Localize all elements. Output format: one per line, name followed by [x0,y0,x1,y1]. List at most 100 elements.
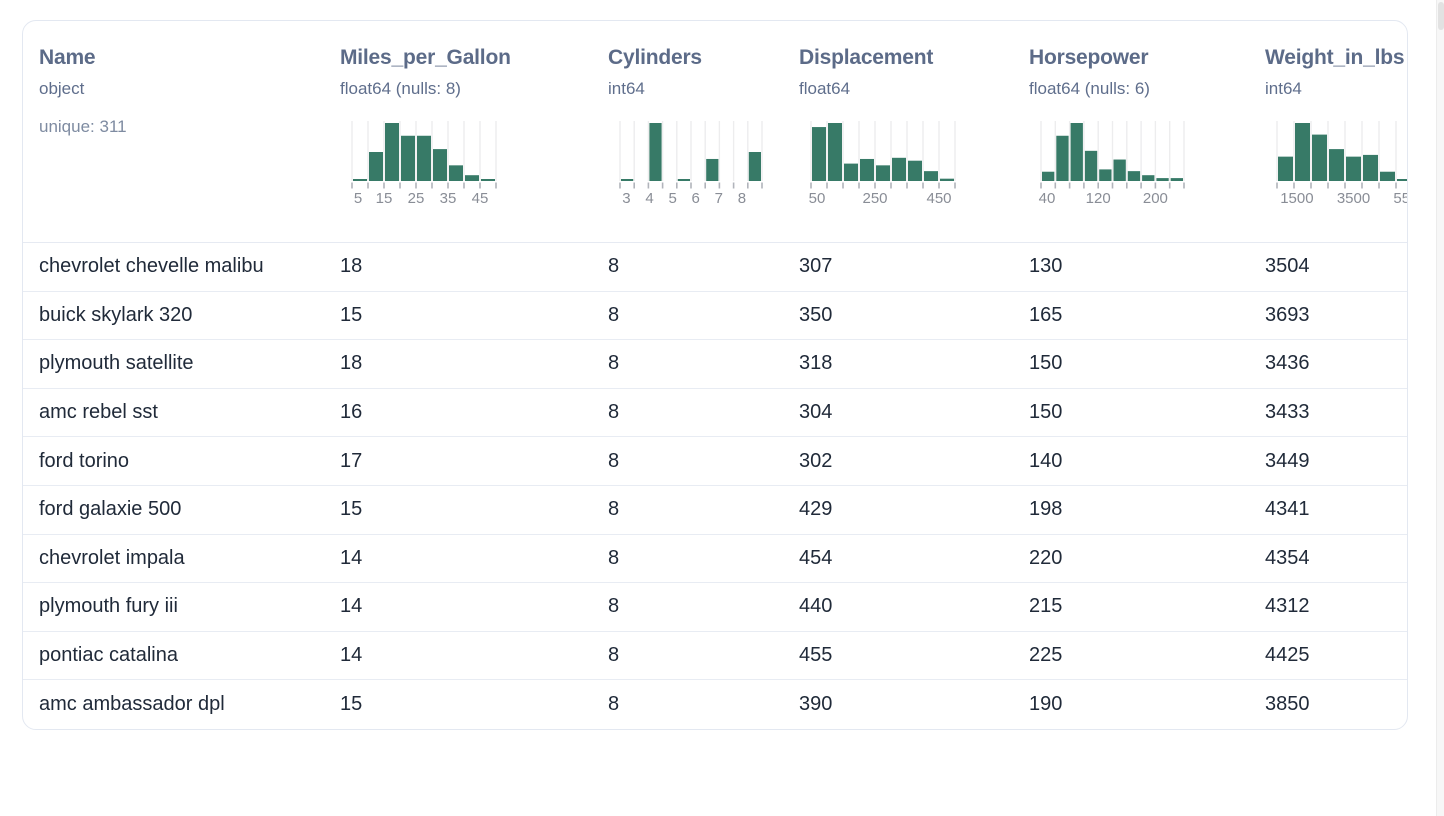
svg-text:5500: 5500 [1393,190,1408,207]
table-cell: 429 [799,498,833,521]
table-cell: plymouth fury iii [39,595,178,618]
table-cell: 130 [1029,255,1063,278]
table-cell: 454 [799,546,833,569]
svg-text:25: 25 [408,190,425,207]
column-header-name[interactable]: Name object unique: 311 [23,21,324,242]
miles_per_gallon-histogram: 5 15 25 35 45 [351,121,497,207]
horsepower-histogram: 40 120 200 [1039,121,1185,207]
table-cell: 390 [799,693,833,716]
table-cell: 8 [608,255,620,278]
column-header-horsepower[interactable]: Horsepower float64 (nulls: 6) 40 120 200 [1013,21,1249,242]
table-cell: amc rebel sst [39,401,158,424]
table-cell: 304 [799,401,833,424]
column-title: Cylinders [608,46,702,69]
table-cell: 165 [1029,303,1063,326]
table-card: Name object unique: 311 Miles_per_Gallon flo… [22,20,1408,730]
table-cell: 225 [1029,644,1063,667]
column-title: Weight_in_lbs [1265,46,1405,69]
scrollbar-thumb[interactable] [1438,2,1444,30]
table-cell: 4341 [1265,498,1310,521]
table-cell: 18 [340,352,363,375]
table-cell: plymouth satellite [39,352,194,375]
column-header-cylinders[interactable]: Cylinders int64 3 4 5 6 7 8 [592,21,783,242]
svg-text:8: 8 [738,190,746,207]
table-cell: 8 [608,693,620,716]
table-cell: 350 [799,303,833,326]
column-header-miles_per_gallon[interactable]: Miles_per_Gallon float64 (nulls: 8) 5 15 25 3… [324,21,592,242]
table-cell: 198 [1029,498,1063,521]
table-row: pontiac catalina 14 8 455 225 4425 [23,632,1407,681]
column-unique-count: unique: 311 [39,117,127,136]
table-cell: 220 [1029,546,1063,569]
displacement-histogram: 50 250 450 [809,121,956,207]
svg-text:200: 200 [1143,190,1168,207]
table-row: amc rebel sst 16 8 304 150 3433 [23,389,1407,438]
data-table: Name object unique: 311 Miles_per_Gallon flo… [23,21,1408,729]
table-row: buick skylark 320 15 8 350 165 3693 [23,292,1407,341]
svg-text:35: 35 [440,190,457,207]
table-cell: 307 [799,255,833,278]
table-cell: 8 [608,401,620,424]
table-cell: 8 [608,303,620,326]
table-cell: 14 [340,546,363,569]
svg-text:5: 5 [669,190,677,207]
table-cell: 215 [1029,595,1063,618]
svg-text:250: 250 [862,190,887,207]
column-title: Displacement [799,46,934,69]
svg-text:45: 45 [472,190,489,207]
table-row: plymouth satellite 18 8 318 150 3436 [23,340,1407,389]
table-cell: 4354 [1265,546,1310,569]
column-header-displacement[interactable]: Displacement float64 50 250 450 [783,21,1013,242]
table-cell: 15 [340,303,363,326]
table-cell: 15 [340,498,363,521]
table-cell: 8 [608,644,620,667]
svg-text:3500: 3500 [1337,190,1370,207]
column-header-weight_in_lbs[interactable]: Weight_in_lbs int64 1500 3500 5500 [1249,21,1408,242]
table-cell: 8 [608,595,620,618]
table-cell: buick skylark 320 [39,303,193,326]
table-cell: 440 [799,595,833,618]
table-body: chevrolet chevelle malibu 18 8 307 130 3504 bu… [23,243,1407,729]
table-cell: 3433 [1265,401,1310,424]
svg-text:120: 120 [1086,190,1111,207]
vertical-scrollbar[interactable] [1436,0,1444,816]
table-cell: 3436 [1265,352,1310,375]
table-cell: 18 [340,255,363,278]
table-cell: 302 [799,449,833,472]
table-cell: 190 [1029,693,1063,716]
table-cell: 8 [608,352,620,375]
svg-text:5: 5 [354,190,362,207]
svg-text:40: 40 [1039,190,1056,207]
table-cell: 8 [608,546,620,569]
column-dtype: object [39,79,85,98]
column-dtype: int64 [608,79,645,98]
table-cell: 3850 [1265,693,1310,716]
column-dtype: float64 [799,79,851,98]
table-cell: ford torino [39,449,130,472]
svg-text:4: 4 [645,190,653,207]
table-cell: 4312 [1265,595,1310,618]
table-row: ford torino 17 8 302 140 3449 [23,437,1407,486]
table-row: amc ambassador dpl 15 8 390 190 3850 [23,680,1407,729]
table-cell: 150 [1029,401,1063,424]
table-cell: 14 [340,644,363,667]
table-row: chevrolet chevelle malibu 18 8 307 130 3504 [23,243,1407,292]
column-title: Name [39,46,96,69]
table-cell: chevrolet chevelle malibu [39,255,264,278]
svg-text:1500: 1500 [1280,190,1313,207]
table-cell: chevrolet impala [39,546,185,569]
table-cell: 3504 [1265,255,1310,278]
table-cell: 4425 [1265,644,1310,667]
table-cell: 455 [799,644,833,667]
table-header-row: Name object unique: 311 Miles_per_Gallon flo… [23,21,1408,243]
svg-text:6: 6 [692,190,700,207]
svg-text:15: 15 [376,190,393,207]
table-cell: amc ambassador dpl [39,693,225,716]
table-cell: 3693 [1265,303,1310,326]
column-dtype: float64 (nulls: 8) [340,79,461,98]
column-dtype: int64 [1265,79,1302,98]
table-row: ford galaxie 500 15 8 429 198 4341 [23,486,1407,535]
column-dtype: float64 (nulls: 6) [1029,79,1150,98]
